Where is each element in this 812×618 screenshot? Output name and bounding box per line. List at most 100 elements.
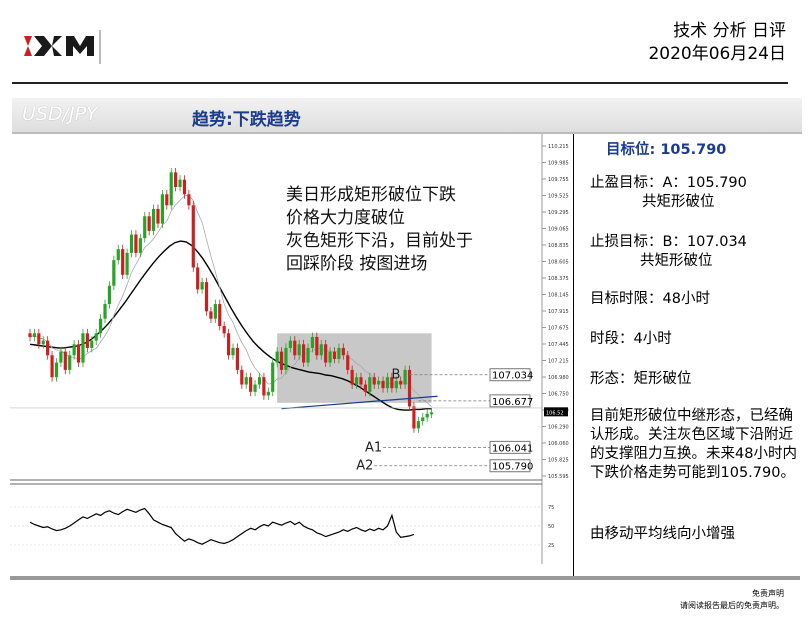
stop-loss: 止损目标：B：107.034 共矩形破位 (590, 233, 747, 271)
candle (174, 172, 178, 187)
y-tick-label: 107.445 (548, 342, 569, 348)
candle (46, 340, 50, 356)
candle (147, 216, 151, 231)
candle (284, 347, 288, 370)
candle (196, 267, 200, 290)
candle (63, 351, 67, 370)
candle (160, 194, 164, 224)
footer-rule (10, 576, 800, 580)
candle (346, 355, 350, 370)
candle (72, 344, 76, 356)
candle (134, 234, 138, 253)
candle (112, 260, 116, 286)
level-tag-box (489, 440, 531, 454)
level-tag: 105.790 (492, 462, 533, 473)
candle (328, 351, 332, 363)
y-tick-label: 107.215 (548, 359, 569, 365)
candle (385, 377, 390, 389)
y-tick-label: 108.375 (548, 276, 569, 282)
y-tick-label: 105.825 (548, 458, 569, 464)
y-tick-label: 106.290 (548, 425, 569, 431)
y-tick-label: 108.145 (548, 293, 569, 299)
candle (407, 369, 412, 407)
current-price-box (544, 407, 568, 417)
candle (359, 377, 363, 385)
report-title: 技术 分析 日评 (673, 21, 786, 41)
disclaimer-title: 免责声明 (752, 589, 784, 598)
candle (76, 344, 81, 363)
candle (315, 336, 319, 356)
candle (54, 362, 59, 378)
candle (156, 208, 160, 224)
period: 时段：4小时 (590, 331, 672, 347)
candle (187, 194, 191, 206)
candle (129, 234, 134, 253)
candle (213, 304, 217, 319)
candle (390, 377, 394, 389)
candle (249, 377, 253, 392)
candle (324, 344, 328, 363)
y-tick-label: 109.525 (548, 194, 569, 200)
ma-note: 由移动平均线向小增强 (590, 526, 735, 542)
candle (279, 351, 284, 370)
candle (377, 380, 381, 385)
candle (288, 340, 292, 348)
candle (253, 384, 257, 392)
y-tick-label: 106.750 (548, 392, 569, 398)
candle (59, 351, 63, 363)
candle (41, 340, 45, 345)
candle (399, 380, 403, 385)
y-tick-label: 108.605 (548, 260, 569, 266)
y-tick-label: 106.060 (548, 441, 569, 447)
candle (191, 205, 195, 268)
level-label: A2 (356, 459, 373, 474)
candle (262, 377, 266, 396)
y-tick-label: 106.980 (548, 375, 569, 381)
currency-pair: USD/JPY (22, 103, 98, 125)
price-chart: 110.215 109.985 109.755 109.525 109.295 109.0… (10, 134, 569, 564)
candle (218, 304, 222, 326)
candle (394, 380, 398, 389)
target-level: 目标位: 105.790 (606, 142, 727, 158)
current-price-label: 106.52 (546, 410, 564, 416)
level-label: A1 (365, 440, 382, 455)
level-label: B (392, 368, 401, 383)
candle (143, 216, 147, 239)
candle (231, 347, 235, 356)
annotation-line: 价格大力度破位 (286, 208, 405, 228)
annotation-line: 回踩阶段 按图进场 (286, 254, 427, 274)
y-tick-label: 110.215 (548, 144, 569, 150)
y-tick-label: 107.675 (548, 326, 569, 332)
candle (209, 311, 213, 319)
annotation-line: 灰色矩形下沿，目前处于 (286, 231, 473, 251)
fast-ma-line (29, 194, 432, 407)
candle (363, 384, 367, 392)
y-tick-label: 109.755 (548, 177, 569, 183)
candle (368, 377, 372, 392)
candle (165, 194, 169, 206)
candle (151, 208, 156, 231)
level-tag: 106.677 (492, 397, 533, 408)
candle (28, 333, 32, 337)
candle (421, 417, 425, 422)
candle (121, 249, 125, 275)
y-tick-label: 109.065 (548, 227, 569, 233)
candle (271, 362, 275, 392)
column-divider (573, 134, 574, 577)
osc-tick-label: 25 (548, 543, 554, 549)
candle (244, 377, 248, 385)
disclaimer-text: 请阅读报告最后的免责声明。 (680, 601, 784, 610)
candle (425, 413, 429, 418)
candle (107, 285, 112, 305)
candle (372, 377, 376, 385)
header-rule (12, 82, 788, 84)
candle (103, 304, 107, 319)
candle (99, 318, 103, 334)
y-tick-label: 108.835 (548, 243, 569, 249)
stop-loss-label: 止损目标：B：107.034 (590, 234, 747, 250)
candle (204, 282, 209, 312)
candle (416, 421, 420, 429)
pattern: 形态：矩形破位 (590, 371, 692, 387)
y-tick-label: 109.295 (548, 210, 569, 216)
candle (169, 172, 173, 206)
